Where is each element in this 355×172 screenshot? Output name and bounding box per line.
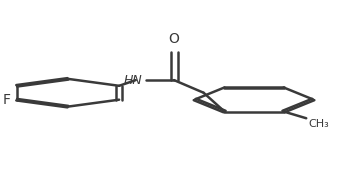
Text: O: O — [169, 31, 180, 46]
Text: HN: HN — [124, 74, 143, 87]
Text: F: F — [2, 93, 10, 107]
Text: CH₃: CH₃ — [308, 119, 329, 129]
